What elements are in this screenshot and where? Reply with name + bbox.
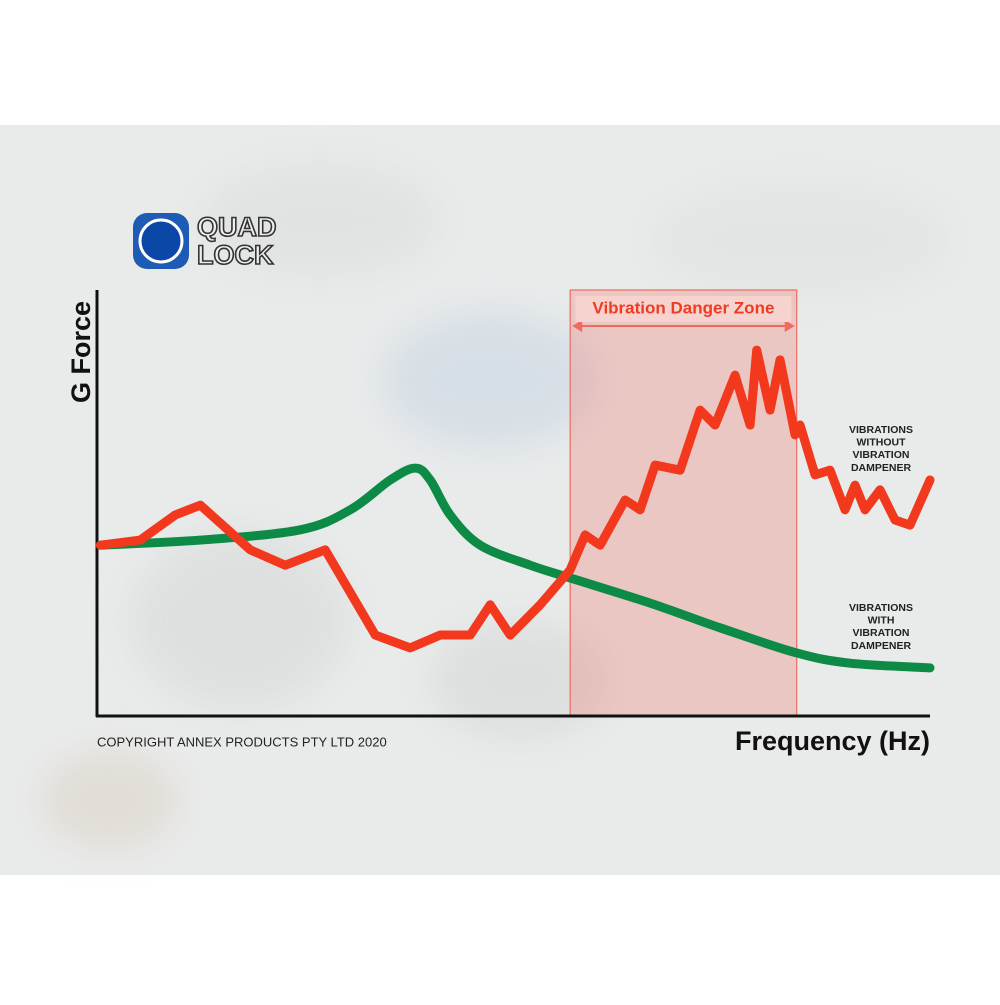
x-axis-label: Frequency (Hz) [735,726,930,756]
copyright: COPYRIGHT ANNEX PRODUCTS PTY LTD 2020 [97,734,387,749]
y-axis-label: G Force [66,301,96,403]
series-annotation: DAMPENER [851,462,912,474]
series-annotation: VIBRATION [853,449,910,461]
series-annotation: DAMPENER [851,640,912,652]
series-annotation: WITHOUT [857,436,907,448]
danger-zone [569,289,798,717]
logo: QUAD LOCK [133,211,277,271]
series-line [95,345,935,653]
logo-text: QUAD [197,212,277,242]
zone-label: Vibration Danger Zone [592,298,774,317]
series-line [95,463,935,673]
series-annotation: WITH [868,614,895,626]
logo-text: LOCK [197,240,274,270]
zone-label-bg [575,296,792,322]
background-photo [40,160,950,850]
series-annotation: VIBRATIONS [849,424,913,436]
logo-circle [138,218,184,264]
series-annotation: VIBRATION [853,627,910,639]
series-annotation: VIBRATIONS [849,602,913,614]
